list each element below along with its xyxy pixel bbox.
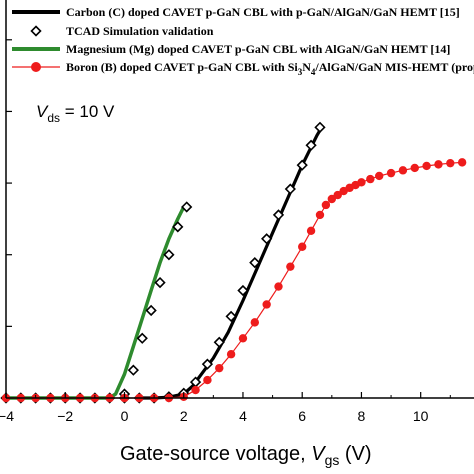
vds-annotation: Vds = 10 V [36,102,115,125]
data-point-circle [410,163,419,173]
data-point-circle [375,171,384,181]
data-point-circle [250,318,260,327]
legend-label-part: 3 [298,67,303,77]
legend-label: Boron (B) doped CAVET p-GaN CBL with Si3… [66,60,474,77]
data-point-circle [215,363,224,373]
data-point-circle [357,178,366,187]
x-tick-label: −2 [57,408,73,424]
x-tick-label: 4 [239,408,247,424]
data-point-diamond [213,336,225,348]
data-point-diamond [127,364,139,376]
data-point-diamond [284,183,296,195]
data-point-circle [422,161,431,171]
x-tick-label: −4 [0,408,14,424]
vds-var: V [36,102,49,121]
data-point-circle [398,166,408,175]
x-axis-title-unit: (V) [339,443,371,465]
data-point-diamond [314,121,326,133]
vds-sub: ds [47,111,60,125]
data-point-diamond [136,332,148,344]
x-tick-label: 10 [413,408,429,424]
data-point-diamond [145,304,157,317]
data-point-circle [238,334,248,343]
data-point-circle [274,282,283,291]
x-axis-title: Gate-source voltage, Vgs (V) [120,443,372,468]
series-line [6,206,186,400]
data-point-diamond [296,159,308,171]
data-point-diamond [181,201,193,213]
legend-label-part: Boron (B) doped CAVET p-GaN CBL with Si [66,60,298,74]
data-point-circle [191,385,200,395]
legend-label: Carbon (C) doped CAVET p-GaN CBL with p-… [66,5,460,19]
legend-label-part: 4 [311,67,316,77]
data-point-circle [386,168,396,178]
data-point-circle [366,174,375,184]
legend-label: Magnesium (Mg) doped CAVET p-GaN CBL wit… [66,42,450,56]
legend-swatch-circle [31,62,41,72]
data-point-circle [306,226,316,236]
x-axis-title-var: V [311,443,326,465]
data-point-diamond [225,310,237,323]
legend-label: TCAD Simulation validation [66,24,214,38]
data-point-circle [315,210,325,220]
data-point-diamond [249,257,261,269]
data-point-circle [262,300,271,309]
data-point-diamond [272,209,285,221]
x-tick-label: 0 [121,408,129,424]
data-point-diamond [237,284,249,297]
data-point-circle [298,242,307,251]
data-point-diamond [201,358,214,370]
data-point-circle [327,194,337,204]
data-point-circle [457,158,467,167]
x-tick-label: 6 [298,408,306,424]
legend-swatch-diamond [30,25,42,37]
data-point-circle [446,158,455,168]
vds-value: = 10 V [60,102,115,121]
data-point-circle [286,262,295,271]
data-point-diamond [172,221,184,233]
data-point-circle [226,350,236,359]
data-point-circle [434,160,443,169]
x-axis-title-sub: gs [325,452,340,468]
data-point-circle [203,375,212,385]
x-tick-label: 8 [358,408,366,424]
legend: Carbon (C) doped CAVET p-GaN CBL with p-… [12,5,474,77]
data-point-diamond [163,249,175,261]
data-point-diamond [261,233,273,245]
series-line [6,161,463,399]
x-axis-title-prefix: Gate-source voltage, [120,443,311,465]
data-point-diamond [154,276,166,289]
data-point-diamond [305,139,317,151]
legend-label-part: N [302,60,311,74]
data-point-circle [333,190,342,200]
data-point-circle [321,200,331,210]
axes: −4 −2 0 2 4 6 8 10 [0,0,474,424]
legend-label-part: /AlGaN/GaN MIS-HEMT (proposed [314,60,474,74]
x-tick-label: 2 [180,408,188,424]
series-layer [0,121,467,404]
